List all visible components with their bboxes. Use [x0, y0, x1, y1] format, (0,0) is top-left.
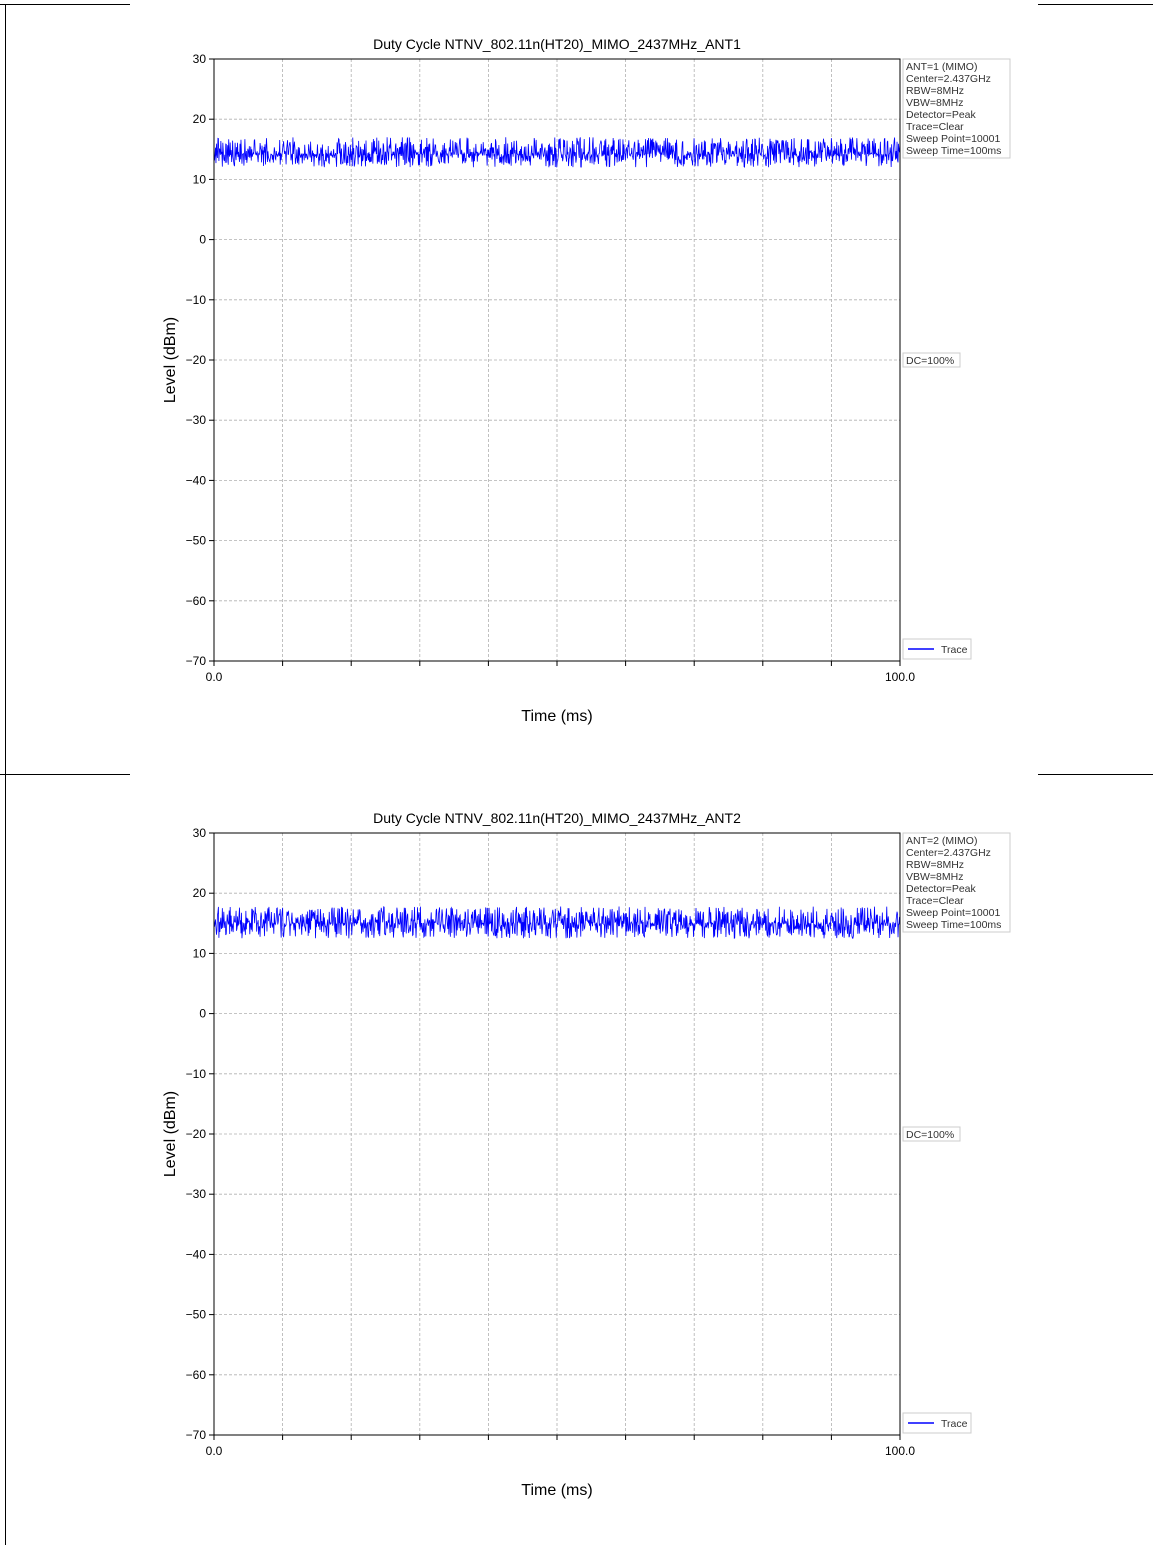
y-tick-label: −10 [186, 293, 207, 307]
info-box-line: RBW=8MHz [906, 859, 964, 871]
info-box [902, 58, 1011, 159]
y-tick-label: −70 [186, 654, 207, 668]
legend-label-trace: Trace [941, 1418, 968, 1430]
y-tick-label: 10 [193, 172, 207, 186]
info-box-line: Center=2.437GHz [906, 847, 991, 859]
dc-annotation: DC=100% [906, 355, 954, 367]
y-axis-label: Level (dBm) [162, 1091, 179, 1177]
duty-cycle-chart-ant1: Duty Cycle NTNV_802.11n(HT20)_MIMO_2437M… [162, 36, 1011, 725]
info-box-line: Sweep Time=100ms [906, 145, 1001, 157]
dc-annotation: DC=100% [906, 1129, 954, 1141]
x-tick-label: 0.0 [206, 1444, 223, 1458]
x-tick-label: 0.0 [206, 670, 223, 684]
y-tick-label: 0 [199, 1007, 206, 1021]
info-box-line: Center=2.437GHz [906, 73, 991, 85]
legend-box [902, 638, 972, 660]
x-axis-label: Time (ms) [521, 708, 592, 725]
y-axis-label: Level (dBm) [162, 317, 179, 403]
legend-box [902, 1412, 972, 1434]
info-box-line: VBW=8MHz [906, 871, 963, 883]
chart-title: Duty Cycle NTNV_802.11n(HT20)_MIMO_2437M… [373, 36, 741, 52]
chart-title: Duty Cycle NTNV_802.11n(HT20)_MIMO_2437M… [373, 810, 741, 826]
frame-line-middle-left [0, 774, 130, 775]
frame-line-middle-right [1038, 774, 1153, 775]
info-box-line: Trace=Clear [906, 121, 964, 133]
frame-line-top-left [0, 4, 130, 5]
y-tick-label: −40 [186, 473, 207, 487]
y-tick-label: 30 [193, 52, 207, 66]
y-tick-label: −30 [186, 1187, 207, 1201]
info-box-line: RBW=8MHz [906, 85, 964, 97]
chart-panel-ant2: Duty Cycle NTNV_802.11n(HT20)_MIMO_2437M… [0, 774, 1153, 1545]
y-tick-label: −30 [186, 413, 207, 427]
y-tick-label: −50 [186, 534, 207, 548]
info-box-line: Trace=Clear [906, 895, 964, 907]
info-box-line: Detector=Peak [906, 109, 976, 121]
y-tick-label: −20 [186, 353, 207, 367]
y-tick-label: −20 [186, 1127, 207, 1141]
y-tick-label: 0 [199, 233, 206, 247]
info-box-line: VBW=8MHz [906, 97, 963, 109]
plot-frame [213, 58, 901, 662]
legend-label-trace: Trace [941, 644, 968, 656]
dc-annotation-box [902, 352, 961, 368]
plot-frame [213, 832, 901, 1436]
info-box-line: ANT=2 (MIMO) [906, 835, 977, 847]
y-tick-label: −50 [186, 1308, 207, 1322]
info-box-line: Sweep Time=100ms [906, 919, 1001, 931]
x-tick-label: 100.0 [885, 1444, 915, 1458]
y-tick-label: 20 [193, 886, 207, 900]
frame-line-top-right [1038, 4, 1153, 5]
y-tick-label: 10 [193, 946, 207, 960]
y-tick-label: −70 [186, 1428, 207, 1442]
y-tick-label: −40 [186, 1247, 207, 1261]
info-box-line: Sweep Point=10001 [906, 133, 1000, 145]
y-tick-label: 20 [193, 112, 207, 126]
duty-cycle-chart-ant2: Duty Cycle NTNV_802.11n(HT20)_MIMO_2437M… [162, 810, 1011, 1499]
x-tick-label: 100.0 [885, 670, 915, 684]
y-tick-label: −60 [186, 1368, 207, 1382]
info-box-line: Detector=Peak [906, 883, 976, 895]
info-box-line: Sweep Point=10001 [906, 907, 1000, 919]
dc-annotation-box [902, 1126, 961, 1142]
info-box-line: ANT=1 (MIMO) [906, 61, 977, 73]
info-box [902, 832, 1011, 933]
y-tick-label: 30 [193, 826, 207, 840]
trace-line [213, 136, 901, 168]
y-tick-label: −10 [186, 1067, 207, 1081]
trace-line [213, 906, 901, 939]
x-axis-label: Time (ms) [521, 1482, 592, 1499]
y-tick-label: −60 [186, 594, 207, 608]
chart-panel-ant1: Duty Cycle NTNV_802.11n(HT20)_MIMO_2437M… [162, 36, 1011, 725]
